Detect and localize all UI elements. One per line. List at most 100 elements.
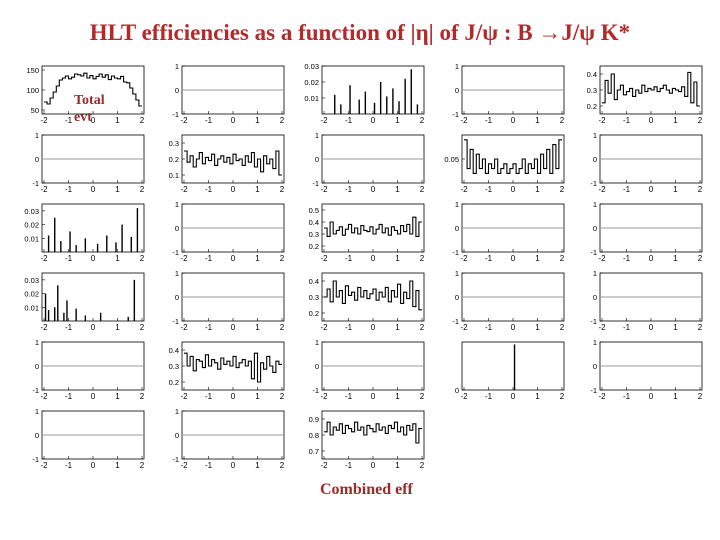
- y-tick-label: 0: [593, 155, 597, 164]
- x-tick-label: -1: [65, 116, 73, 125]
- x-tick-label: 2: [140, 116, 145, 125]
- x-tick-label: -2: [460, 323, 468, 332]
- y-tick-label: 0.02: [304, 78, 319, 87]
- x-tick-label: 2: [560, 254, 565, 263]
- x-tick-label: -2: [40, 461, 48, 470]
- x-tick-label: -1: [623, 185, 631, 194]
- x-tick-label: -2: [320, 323, 328, 332]
- x-tick-label: 2: [280, 392, 285, 401]
- series-line: [184, 150, 282, 176]
- x-tick-label: 1: [673, 116, 678, 125]
- y-tick-label: 0.05: [444, 155, 459, 164]
- x-tick-label: 0: [649, 254, 654, 263]
- x-tick-label: 1: [535, 254, 540, 263]
- y-tick-label: 1: [455, 62, 459, 71]
- x-tick-label: 2: [698, 116, 703, 125]
- x-tick-label: 1: [395, 461, 400, 470]
- x-tick-label: -1: [205, 392, 213, 401]
- x-tick-label: 1: [535, 185, 540, 194]
- x-tick-label: 0: [371, 116, 376, 125]
- x-tick-label: 2: [698, 185, 703, 194]
- y-tick-label: 0.3: [169, 139, 179, 148]
- x-tick-label: -2: [598, 254, 606, 263]
- x-tick-label: -2: [320, 461, 328, 470]
- x-tick-label: 1: [395, 323, 400, 332]
- y-tick-label: -1: [590, 179, 597, 188]
- x-tick-label: -2: [40, 392, 48, 401]
- y-tick-label: -1: [172, 248, 179, 257]
- x-tick-label: 2: [560, 392, 565, 401]
- x-tick-label: 0: [371, 185, 376, 194]
- x-tick-label: 0: [511, 185, 516, 194]
- x-tick-label: -1: [345, 392, 353, 401]
- x-tick-label: 0: [511, 254, 516, 263]
- x-tick-label: -1: [485, 185, 493, 194]
- x-tick-label: 1: [673, 185, 678, 194]
- x-tick-label: 1: [255, 461, 260, 470]
- x-tick-label: -1: [485, 323, 493, 332]
- y-tick-label: 0: [175, 431, 179, 440]
- x-tick-label: 1: [673, 323, 678, 332]
- y-tick-label: 0: [455, 86, 459, 95]
- x-tick-label: -2: [320, 116, 328, 125]
- x-tick-label: -2: [320, 254, 328, 263]
- series-line: [602, 71, 700, 107]
- x-tick-label: -1: [345, 323, 353, 332]
- y-tick-label: -1: [452, 317, 459, 326]
- y-tick-label: 1: [593, 131, 597, 140]
- x-tick-label: 0: [231, 116, 236, 125]
- y-tick-label: 0.03: [304, 62, 319, 71]
- x-tick-label: 0: [91, 185, 96, 194]
- y-tick-label: 0.2: [309, 309, 319, 318]
- x-tick-label: 2: [420, 323, 425, 332]
- panel-frame: [461, 134, 565, 184]
- x-tick-label: 2: [140, 392, 145, 401]
- y-tick-label: -1: [172, 455, 179, 464]
- x-tick-label: 0: [91, 392, 96, 401]
- x-tick-label: 2: [560, 116, 565, 125]
- x-tick-label: 0: [371, 254, 376, 263]
- y-tick-label: 0.2: [309, 242, 319, 251]
- x-tick-label: 2: [280, 185, 285, 194]
- y-tick-label: 0: [35, 155, 39, 164]
- y-tick-label: 0.4: [169, 346, 179, 355]
- x-tick-label: 0: [511, 323, 516, 332]
- x-tick-label: -2: [180, 185, 188, 194]
- x-tick-label: 2: [698, 254, 703, 263]
- y-tick-label: -1: [172, 317, 179, 326]
- x-tick-label: 0: [231, 254, 236, 263]
- y-tick-label: -1: [590, 386, 597, 395]
- y-tick-label: 0: [593, 224, 597, 233]
- x-tick-label: -2: [180, 116, 188, 125]
- x-tick-label: 1: [395, 185, 400, 194]
- x-tick-label: 0: [91, 323, 96, 332]
- series-line: [324, 216, 422, 237]
- series-line: [324, 421, 422, 444]
- x-tick-label: -2: [180, 392, 188, 401]
- x-tick-label: -2: [40, 254, 48, 263]
- x-tick-label: 2: [420, 116, 425, 125]
- x-tick-label: -2: [460, 116, 468, 125]
- y-tick-label: 0: [35, 431, 39, 440]
- x-tick-label: -1: [205, 323, 213, 332]
- y-tick-label: 150: [26, 66, 39, 75]
- y-tick-label: 0: [175, 293, 179, 302]
- x-tick-label: 0: [649, 185, 654, 194]
- y-tick-label: 1: [593, 269, 597, 278]
- y-tick-label: 0.3: [169, 362, 179, 371]
- x-tick-label: -1: [623, 116, 631, 125]
- x-tick-label: 2: [698, 323, 703, 332]
- y-tick-label: 0.01: [24, 234, 39, 243]
- x-tick-label: -1: [485, 392, 493, 401]
- y-tick-label: 0: [593, 362, 597, 371]
- x-tick-label: -2: [40, 323, 48, 332]
- y-tick-label: -1: [452, 248, 459, 257]
- y-tick-label: 0.1: [169, 171, 179, 180]
- x-tick-label: 0: [231, 461, 236, 470]
- x-tick-label: -2: [180, 254, 188, 263]
- y-tick-label: 50: [31, 106, 39, 115]
- panel-frame: [41, 65, 145, 115]
- x-tick-label: 1: [535, 116, 540, 125]
- x-tick-label: -2: [460, 392, 468, 401]
- x-tick-label: 1: [535, 392, 540, 401]
